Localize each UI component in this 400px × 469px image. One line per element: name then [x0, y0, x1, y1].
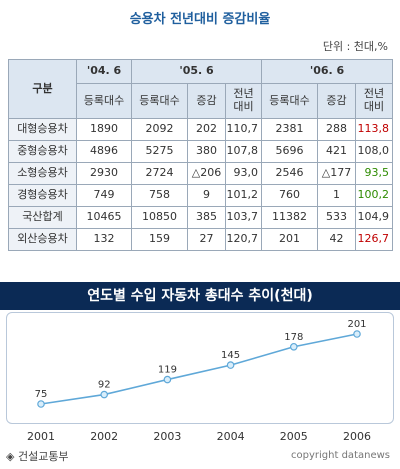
data-label: 75 [35, 389, 48, 400]
table-row: 대형승용차 1890 2092 202 110,7 2381 288 113,8 [8, 118, 393, 141]
table-cell: 126,7 [355, 228, 393, 251]
data-label: 145 [221, 350, 240, 361]
x-tick-label: 2005 [280, 430, 308, 443]
data-point [163, 375, 172, 384]
source-label: ◈ 건설교통부 [6, 450, 69, 463]
data-point [100, 390, 109, 399]
table-corner-header: 구분 [8, 59, 77, 119]
chart-banner: 연도별 수입 자동차 총대수 추이(천대) [0, 282, 400, 310]
subheader: 등록대수 [261, 83, 318, 119]
chart-banner-title: 연도별 수입 자동차 총대수 추이(천대) [87, 288, 313, 304]
data-point [37, 400, 45, 408]
data-label: 92 [98, 380, 111, 391]
table-cell: 11382 [261, 206, 318, 229]
table-cell: 1890 [76, 118, 132, 141]
table-cell: 100,2 [355, 184, 393, 207]
row-label: 외산승용차 [8, 228, 77, 251]
table-row: 국산합계 10465 10850 385 103,7 11382 533 104,9 [8, 206, 393, 229]
row-label: 국산합계 [8, 206, 77, 229]
series-line [40, 333, 358, 405]
subheader: 증감 [317, 83, 356, 119]
page-title: 승용차 전년대비 증감비율 [129, 12, 271, 27]
table-cell: 202 [187, 118, 226, 141]
table-row: 외산승용차 132 159 27 120,7 201 42 126,7 [8, 228, 393, 251]
table-cell: 27 [187, 228, 226, 251]
subheader: 등록대수 [76, 83, 132, 119]
table-cell: 107,8 [225, 140, 262, 163]
table-cell: 42 [317, 228, 356, 251]
table-cell: 93,5 [355, 162, 393, 185]
data-point [226, 361, 235, 369]
data-point [289, 342, 298, 351]
table-cell: 10465 [76, 206, 132, 229]
x-tick-label: 2002 [90, 430, 118, 443]
table-cell: 533 [317, 206, 356, 229]
table-row: 중형승용차 4896 5275 380 107,8 5696 421 108,0 [8, 140, 393, 163]
data-label: 201 [347, 319, 366, 330]
subheader: 증감 [187, 83, 226, 119]
x-tick-label: 2003 [153, 430, 181, 443]
table-cell: △206 [187, 162, 226, 185]
line-chart-panel [6, 312, 394, 424]
table-cell: 288 [317, 118, 356, 141]
subheader: 전년 대비 [355, 83, 393, 119]
data-label: 178 [284, 332, 303, 343]
table-row: 소형승용차 2930 2724 △206 93,0 2546 △177 93,5 [8, 162, 393, 185]
year-header: '04. 6 [76, 59, 132, 84]
table-cell: 104,9 [355, 206, 393, 229]
year-header: '06. 6 [261, 59, 393, 84]
table-cell: 159 [131, 228, 188, 251]
x-tick-label: 2006 [343, 430, 371, 443]
x-tick-label: 2001 [27, 430, 55, 443]
table-cell: 749 [76, 184, 132, 207]
data-label: 119 [158, 365, 177, 376]
x-tick-label: 2004 [217, 430, 245, 443]
unit-label: 단위 : 천대,% [322, 40, 388, 53]
stats-table: 구분 '04. 6 '05. 6 '06. 6 등록대수 등록대수 증감 전년 … [8, 59, 393, 251]
table-row: 경형승용차 749 758 9 101,2 760 1 100,2 [8, 184, 393, 207]
year-header: '05. 6 [131, 59, 262, 84]
row-label: 경형승용차 [8, 184, 77, 207]
subheader: 등록대수 [131, 83, 188, 119]
copyright-label: copyright datanews [291, 450, 390, 461]
data-point [353, 330, 361, 338]
